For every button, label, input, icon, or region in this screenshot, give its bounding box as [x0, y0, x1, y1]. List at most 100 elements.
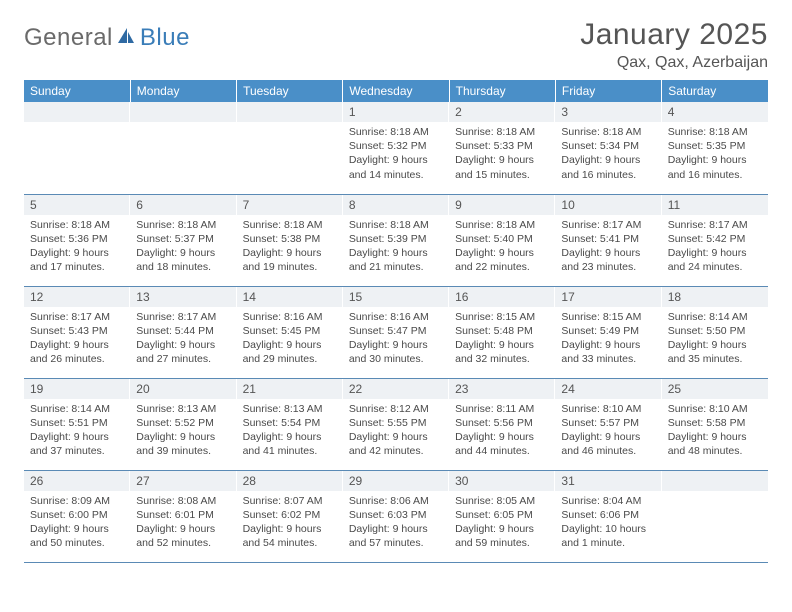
- calendar-row: 26Sunrise: 8:09 AM Sunset: 6:00 PM Dayli…: [24, 470, 768, 562]
- day-detail: Sunrise: 8:12 AM Sunset: 5:55 PM Dayligh…: [343, 399, 449, 463]
- day-number: 14: [237, 287, 343, 307]
- logo-text-general: General: [24, 24, 113, 52]
- weekday-header: Thursday: [449, 80, 555, 102]
- day-detail: Sunrise: 8:18 AM Sunset: 5:39 PM Dayligh…: [343, 215, 449, 279]
- day-detail: Sunrise: 8:10 AM Sunset: 5:57 PM Dayligh…: [555, 399, 661, 463]
- day-number: 22: [343, 379, 449, 399]
- day-number: 28: [237, 471, 343, 491]
- calendar-cell: 17Sunrise: 8:15 AM Sunset: 5:49 PM Dayli…: [555, 286, 661, 378]
- calendar-cell: [130, 102, 236, 194]
- calendar-cell: 6Sunrise: 8:18 AM Sunset: 5:37 PM Daylig…: [130, 194, 236, 286]
- day-number: 3: [555, 102, 661, 122]
- logo-text-blue: Blue: [140, 24, 190, 52]
- weekday-header: Friday: [555, 80, 661, 102]
- day-number: [130, 102, 236, 122]
- day-number: 8: [343, 195, 449, 215]
- calendar-cell: 11Sunrise: 8:17 AM Sunset: 5:42 PM Dayli…: [662, 194, 768, 286]
- calendar-cell: 19Sunrise: 8:14 AM Sunset: 5:51 PM Dayli…: [24, 378, 130, 470]
- calendar-row: 19Sunrise: 8:14 AM Sunset: 5:51 PM Dayli…: [24, 378, 768, 470]
- day-number: 13: [130, 287, 236, 307]
- day-number: 10: [555, 195, 661, 215]
- calendar-cell: 20Sunrise: 8:13 AM Sunset: 5:52 PM Dayli…: [130, 378, 236, 470]
- calendar-cell: 29Sunrise: 8:06 AM Sunset: 6:03 PM Dayli…: [343, 470, 449, 562]
- day-number: 30: [449, 471, 555, 491]
- calendar-cell: 16Sunrise: 8:15 AM Sunset: 5:48 PM Dayli…: [449, 286, 555, 378]
- day-detail: Sunrise: 8:18 AM Sunset: 5:38 PM Dayligh…: [237, 215, 343, 279]
- day-detail: Sunrise: 8:18 AM Sunset: 5:34 PM Dayligh…: [555, 122, 661, 186]
- calendar-cell: 12Sunrise: 8:17 AM Sunset: 5:43 PM Dayli…: [24, 286, 130, 378]
- calendar-cell: 3Sunrise: 8:18 AM Sunset: 5:34 PM Daylig…: [555, 102, 661, 194]
- calendar-cell: 21Sunrise: 8:13 AM Sunset: 5:54 PM Dayli…: [237, 378, 343, 470]
- day-detail: Sunrise: 8:14 AM Sunset: 5:51 PM Dayligh…: [24, 399, 130, 463]
- day-detail: Sunrise: 8:06 AM Sunset: 6:03 PM Dayligh…: [343, 491, 449, 555]
- calendar-cell: 27Sunrise: 8:08 AM Sunset: 6:01 PM Dayli…: [130, 470, 236, 562]
- calendar-body: 1Sunrise: 8:18 AM Sunset: 5:32 PM Daylig…: [24, 102, 768, 562]
- day-detail: Sunrise: 8:07 AM Sunset: 6:02 PM Dayligh…: [237, 491, 343, 555]
- day-number: 31: [555, 471, 661, 491]
- day-number: 25: [662, 379, 768, 399]
- day-detail: Sunrise: 8:13 AM Sunset: 5:52 PM Dayligh…: [130, 399, 236, 463]
- day-detail: Sunrise: 8:15 AM Sunset: 5:49 PM Dayligh…: [555, 307, 661, 371]
- calendar-cell: 24Sunrise: 8:10 AM Sunset: 5:57 PM Dayli…: [555, 378, 661, 470]
- weekday-header: Tuesday: [237, 80, 343, 102]
- day-detail: Sunrise: 8:16 AM Sunset: 5:47 PM Dayligh…: [343, 307, 449, 371]
- day-number: 4: [662, 102, 768, 122]
- day-detail: Sunrise: 8:17 AM Sunset: 5:42 PM Dayligh…: [662, 215, 768, 279]
- day-detail: Sunrise: 8:09 AM Sunset: 6:00 PM Dayligh…: [24, 491, 130, 555]
- day-detail: Sunrise: 8:10 AM Sunset: 5:58 PM Dayligh…: [662, 399, 768, 463]
- calendar-cell: 26Sunrise: 8:09 AM Sunset: 6:00 PM Dayli…: [24, 470, 130, 562]
- calendar-cell: 1Sunrise: 8:18 AM Sunset: 5:32 PM Daylig…: [343, 102, 449, 194]
- calendar-cell: 31Sunrise: 8:04 AM Sunset: 6:06 PM Dayli…: [555, 470, 661, 562]
- day-detail: Sunrise: 8:18 AM Sunset: 5:35 PM Dayligh…: [662, 122, 768, 186]
- header: General Blue January 2025 Qax, Qax, Azer…: [24, 18, 768, 72]
- calendar-cell: [662, 470, 768, 562]
- calendar-cell: 15Sunrise: 8:16 AM Sunset: 5:47 PM Dayli…: [343, 286, 449, 378]
- calendar-cell: 30Sunrise: 8:05 AM Sunset: 6:05 PM Dayli…: [449, 470, 555, 562]
- calendar-row: 1Sunrise: 8:18 AM Sunset: 5:32 PM Daylig…: [24, 102, 768, 194]
- day-number: 12: [24, 287, 130, 307]
- weekday-header: Wednesday: [343, 80, 449, 102]
- day-detail: Sunrise: 8:16 AM Sunset: 5:45 PM Dayligh…: [237, 307, 343, 371]
- sail-icon: [116, 26, 136, 51]
- day-detail: Sunrise: 8:15 AM Sunset: 5:48 PM Dayligh…: [449, 307, 555, 371]
- day-number: 15: [343, 287, 449, 307]
- day-number: [237, 102, 343, 122]
- weekday-header: Saturday: [662, 80, 768, 102]
- day-number: 26: [24, 471, 130, 491]
- calendar-cell: 18Sunrise: 8:14 AM Sunset: 5:50 PM Dayli…: [662, 286, 768, 378]
- day-detail: Sunrise: 8:14 AM Sunset: 5:50 PM Dayligh…: [662, 307, 768, 371]
- day-number: [24, 102, 130, 122]
- calendar-head: Sunday Monday Tuesday Wednesday Thursday…: [24, 80, 768, 102]
- calendar-cell: 13Sunrise: 8:17 AM Sunset: 5:44 PM Dayli…: [130, 286, 236, 378]
- day-number: 6: [130, 195, 236, 215]
- day-number: 18: [662, 287, 768, 307]
- day-detail: [130, 122, 236, 129]
- day-detail: Sunrise: 8:13 AM Sunset: 5:54 PM Dayligh…: [237, 399, 343, 463]
- day-number: 29: [343, 471, 449, 491]
- calendar-cell: 7Sunrise: 8:18 AM Sunset: 5:38 PM Daylig…: [237, 194, 343, 286]
- day-number: 20: [130, 379, 236, 399]
- calendar-cell: 28Sunrise: 8:07 AM Sunset: 6:02 PM Dayli…: [237, 470, 343, 562]
- day-number: 11: [662, 195, 768, 215]
- day-number: 17: [555, 287, 661, 307]
- day-detail: Sunrise: 8:11 AM Sunset: 5:56 PM Dayligh…: [449, 399, 555, 463]
- location-text: Qax, Qax, Azerbaijan: [580, 54, 768, 72]
- day-detail: Sunrise: 8:17 AM Sunset: 5:44 PM Dayligh…: [130, 307, 236, 371]
- day-detail: [662, 491, 768, 498]
- day-detail: Sunrise: 8:05 AM Sunset: 6:05 PM Dayligh…: [449, 491, 555, 555]
- day-detail: Sunrise: 8:18 AM Sunset: 5:36 PM Dayligh…: [24, 215, 130, 279]
- day-detail: Sunrise: 8:17 AM Sunset: 5:41 PM Dayligh…: [555, 215, 661, 279]
- day-detail: Sunrise: 8:18 AM Sunset: 5:40 PM Dayligh…: [449, 215, 555, 279]
- day-number: [662, 471, 768, 491]
- calendar-cell: 2Sunrise: 8:18 AM Sunset: 5:33 PM Daylig…: [449, 102, 555, 194]
- day-detail: Sunrise: 8:18 AM Sunset: 5:32 PM Dayligh…: [343, 122, 449, 186]
- calendar-cell: 5Sunrise: 8:18 AM Sunset: 5:36 PM Daylig…: [24, 194, 130, 286]
- calendar-cell: [237, 102, 343, 194]
- day-number: 1: [343, 102, 449, 122]
- day-detail: Sunrise: 8:18 AM Sunset: 5:37 PM Dayligh…: [130, 215, 236, 279]
- calendar-cell: 8Sunrise: 8:18 AM Sunset: 5:39 PM Daylig…: [343, 194, 449, 286]
- weekday-header: Monday: [130, 80, 236, 102]
- day-number: 23: [449, 379, 555, 399]
- day-number: 7: [237, 195, 343, 215]
- calendar-cell: 14Sunrise: 8:16 AM Sunset: 5:45 PM Dayli…: [237, 286, 343, 378]
